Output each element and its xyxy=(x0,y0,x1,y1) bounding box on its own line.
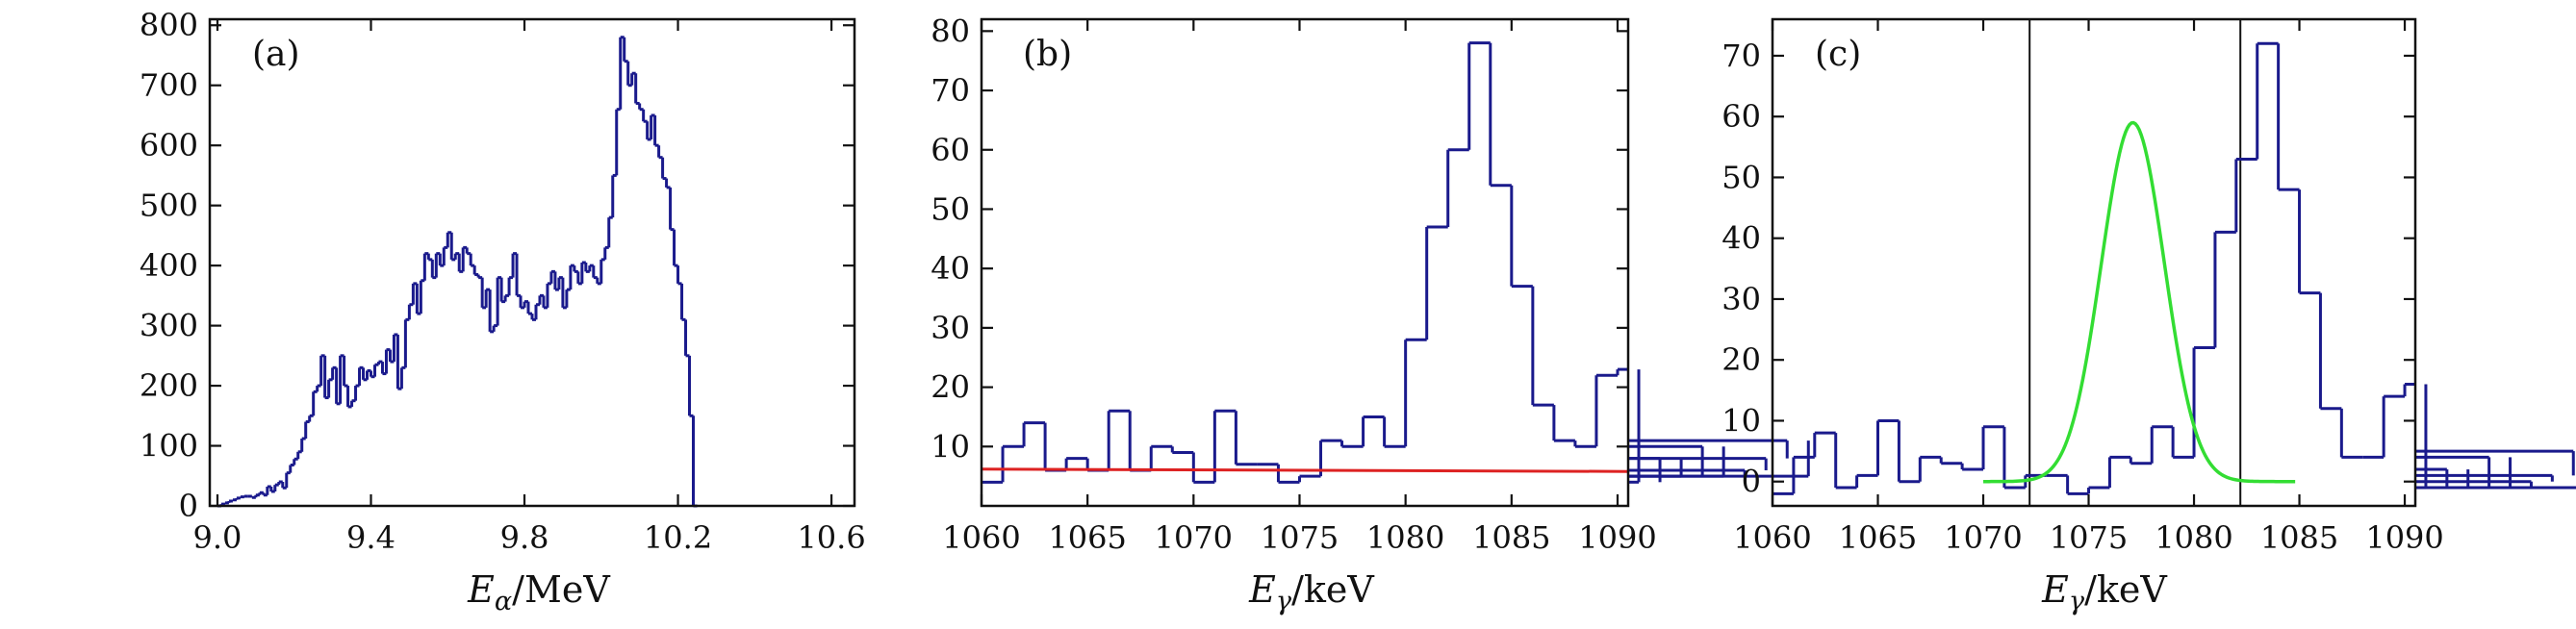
panel-b-histogram xyxy=(982,41,1810,484)
panel-c-ytick-label: 70 xyxy=(1722,38,1761,74)
panel-c-ytick-label: 30 xyxy=(1722,281,1761,317)
panel-a-ytick-label: 400 xyxy=(140,247,198,284)
panel-a-xtick-label: 10.6 xyxy=(797,519,865,556)
panel-a-ytick-label: 200 xyxy=(140,367,198,404)
panel-a-ytick-label: 300 xyxy=(140,308,198,344)
panel-b-background-line xyxy=(981,467,1629,473)
panel-c-xtick-label: 1065 xyxy=(1839,519,1917,556)
panel-b-ytick-label: 60 xyxy=(931,132,970,168)
panel-b-xtick-label: 1075 xyxy=(1261,519,1339,556)
panel-b-xtick-label: 1080 xyxy=(1366,519,1444,556)
panel-b-ytick-label: 30 xyxy=(931,310,970,346)
panel-a-marks xyxy=(217,36,698,508)
panel-b-ytick-label: 40 xyxy=(931,250,970,287)
panel-a-xtick-label: 9.0 xyxy=(193,519,242,556)
panel-b-ticks: 1060 1065 1070 1075 1080 1085 1090 10 20 30 40 50 60… xyxy=(931,13,1656,556)
panel-c-ytick-label: 10 xyxy=(1722,402,1761,439)
panel-c-ytick-label: 50 xyxy=(1722,159,1761,195)
panel-a-xtick-label: 9.8 xyxy=(500,519,549,556)
panel-label-b: (b) xyxy=(1023,35,1072,74)
panel-a-ytick-label: 700 xyxy=(140,67,198,104)
panel-b-ytick-label: 80 xyxy=(931,13,970,49)
panel-c-ticks: 1060 1065 1070 1075 1080 1085 1090 0 10 20 30 40 50 6… xyxy=(1722,19,2444,556)
panel-b-marks xyxy=(981,41,1810,484)
panel-label-c: (c) xyxy=(1815,35,1861,74)
panel-c-xlabel: Eγ/keV xyxy=(2041,568,2167,616)
panel-c-xtick-label: 1060 xyxy=(1733,519,1811,556)
panel-a-xtick-label: 10.2 xyxy=(644,519,712,556)
panel-c-ytick-label: 20 xyxy=(1722,341,1761,378)
panel-b-xtick-label: 1060 xyxy=(942,519,1020,556)
panel-a-histogram xyxy=(217,36,698,508)
panel-c-marks xyxy=(1773,19,2576,506)
panel-b-xtick-label: 1090 xyxy=(1578,519,1656,556)
panel-a-ticks: 9.0 9.4 9.8 10.2 10.6 0 100 200 300 400 500 600 700 8… xyxy=(140,7,866,556)
panel-b-xlabel: Eγ/keV xyxy=(1248,568,1374,616)
panel-c-gaussian-fit xyxy=(1983,120,2296,484)
panel-c-xtick-label: 1085 xyxy=(2260,519,2338,556)
panel-a-ytick-label: 500 xyxy=(140,188,198,224)
panel-c-ytick-label: 0 xyxy=(1742,464,1761,500)
panel-c-xtick-label: 1070 xyxy=(1944,519,2022,556)
panel-b-ytick-label: 20 xyxy=(931,369,970,406)
panel-b: (b) 1060 1065 1070 1075 1080 1085 109010203040… xyxy=(931,13,1810,616)
panel-a-ytick-label: 800 xyxy=(140,7,198,43)
panel-c-xtick-label: 1075 xyxy=(2050,519,2128,556)
panel-c-ytick-label: 40 xyxy=(1722,220,1761,257)
panel-c-histogram xyxy=(1773,41,2576,495)
panel-c: (c) 1060 1065 1070 1075 1080 1085 1090 0 10 20 30 4… xyxy=(1722,17,2576,616)
panel-c-ytick-label: 60 xyxy=(1722,98,1761,135)
panel-b-xtick-label: 1065 xyxy=(1048,519,1126,556)
panel-a-xlabel: Eα/MeV xyxy=(467,568,610,616)
panel-a-ytick-label: 100 xyxy=(140,428,198,465)
panel-a-frame xyxy=(208,17,856,508)
panel-c-xtick-label: 1090 xyxy=(2365,519,2443,556)
panel-b-ytick-label: 50 xyxy=(931,190,970,227)
panel-b-xtick-label: 1085 xyxy=(1472,519,1550,556)
panel-a-ytick-label: 600 xyxy=(140,127,198,164)
panel-b-ytick-label: 70 xyxy=(931,72,970,109)
panel-a: (a) 9.0 9.4 9.8 10.2 10.6 0 100 200 300 400 500 600… xyxy=(140,7,866,616)
panel-c-frame xyxy=(1771,17,2417,508)
panel-a-ytick-label: 0 xyxy=(179,488,198,524)
panel-label-a: (a) xyxy=(252,35,300,74)
panel-b-ytick-label: 10 xyxy=(931,428,970,465)
panel-a-xtick-label: 9.4 xyxy=(346,519,395,556)
panel-c-xtick-label: 1080 xyxy=(2155,519,2232,556)
panel-b-frame xyxy=(980,17,1630,508)
panel-b-xtick-label: 1070 xyxy=(1155,519,1233,556)
